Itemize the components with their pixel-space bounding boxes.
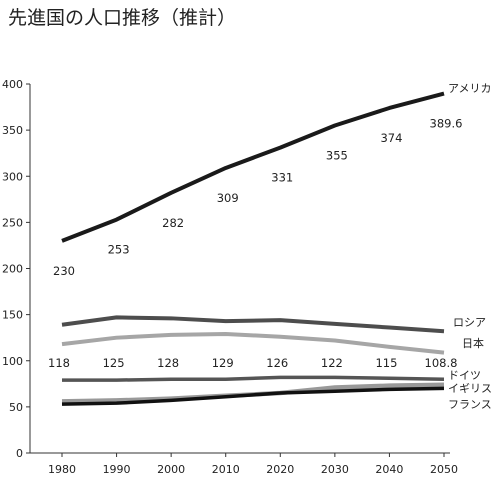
- y-tick-label: 300: [2, 170, 23, 183]
- x-tick-label: 2010: [212, 463, 240, 476]
- series-line: [61, 331, 445, 355]
- y-tick-label: 200: [2, 263, 23, 276]
- data-label-japan: 125: [103, 356, 125, 370]
- data-label-usa: 389.6: [430, 117, 463, 131]
- series-name-label: アメリカ: [448, 82, 491, 95]
- data-label-usa: 374: [380, 131, 402, 145]
- y-tick-label: 250: [2, 216, 23, 229]
- chart-title: 先進国の人口推移（推計）: [8, 7, 236, 29]
- y-tick-label: 0: [16, 447, 23, 460]
- data-label-usa: 253: [108, 243, 130, 257]
- series-layer: [61, 91, 445, 406]
- x-tick-label: 2050: [430, 463, 458, 476]
- x-tick-label: 1990: [103, 463, 131, 476]
- series-line: [61, 315, 445, 334]
- y-tick-label: 150: [2, 309, 23, 322]
- data-label-usa: 309: [217, 191, 239, 205]
- data-label-japan: 118: [48, 356, 70, 370]
- series-line: [61, 386, 445, 406]
- data-label-japan: 115: [375, 356, 397, 370]
- data-label-usa: 355: [326, 149, 348, 163]
- series-line: [61, 91, 445, 243]
- data-label-japan: 129: [212, 356, 234, 370]
- x-tick-label: 2020: [266, 463, 294, 476]
- series-line: [61, 382, 445, 404]
- x-tick-label: 2040: [375, 463, 403, 476]
- y-tick-label: 100: [2, 355, 23, 368]
- data-label-japan: 122: [321, 356, 343, 370]
- data-label-usa: 282: [162, 216, 184, 230]
- labels-layer: 230 253 282 309 331 355 374 389.6 118 125 128 129 12…: [48, 82, 492, 411]
- axes: 0 50 100 150 200 250 300 350 400 1980 1990 2000 2010…: [2, 78, 458, 476]
- data-label-japan: 128: [157, 356, 179, 370]
- series-line: [62, 375, 445, 382]
- data-label-japan: 126: [266, 356, 288, 370]
- y-tick-label: 50: [9, 401, 23, 414]
- series-name-label: イギリス: [448, 382, 492, 395]
- x-tick-label: 2000: [157, 463, 185, 476]
- series-name-label: 日本: [462, 336, 484, 350]
- y-tick-label: 350: [2, 124, 23, 137]
- x-tick-label: 1980: [48, 463, 76, 476]
- series-name-label: フランス: [448, 398, 492, 411]
- data-label-usa: 230: [53, 264, 75, 278]
- y-tick-label: 400: [2, 78, 23, 91]
- data-label-japan: 108.8: [425, 356, 458, 370]
- series-name-label: ドイツ: [448, 369, 481, 382]
- data-label-usa: 331: [271, 171, 293, 185]
- series-name-label: ロシア: [453, 316, 486, 329]
- x-tick-label: 2030: [321, 463, 349, 476]
